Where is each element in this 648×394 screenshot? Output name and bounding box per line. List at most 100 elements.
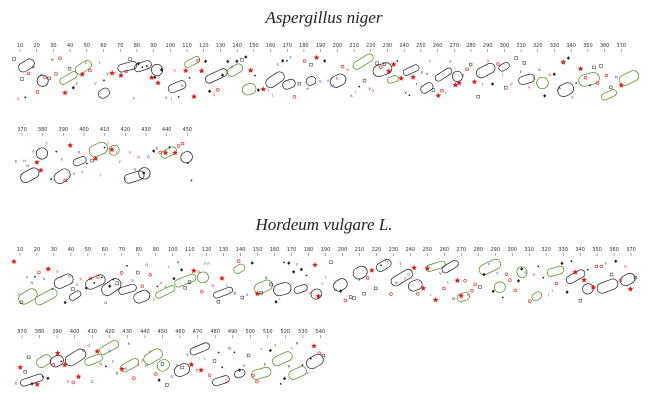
hydrophobic-cluster <box>251 366 272 380</box>
residue-letter: M <box>452 297 455 301</box>
residue-letter: I <box>115 71 116 75</box>
tick-label-hordeum-row1: 110 <box>185 247 195 253</box>
hydrophobic-cluster <box>282 78 296 90</box>
residue-letter: H <box>510 82 513 86</box>
hydrophobic-cluster <box>352 265 368 280</box>
residue-letter: F <box>488 263 490 267</box>
residue-letter: A <box>350 94 353 98</box>
residue-dot <box>589 84 591 87</box>
residue-diamond <box>299 267 303 272</box>
residue-star <box>219 275 225 281</box>
residue-circle <box>416 292 420 296</box>
residue-square <box>609 272 614 277</box>
tick-label-aspergillus-row1: 210 <box>349 43 359 49</box>
residue-circle <box>583 76 588 80</box>
panel-title-aspergillus: Aspergillus niger <box>265 8 383 27</box>
hydrophobic-cluster <box>138 167 151 180</box>
residue-letter: E <box>15 160 18 164</box>
residue-dot <box>186 162 189 165</box>
tick-label-hordeum-row2: 500 <box>245 329 255 335</box>
residue-letter: S <box>246 293 249 297</box>
residue-diamond <box>323 59 327 63</box>
residue-letter: V <box>94 82 97 86</box>
residue-dot <box>126 265 128 267</box>
tick-label-aspergillus-row1: 360 <box>600 43 610 49</box>
tick-label-hordeum-row2: 520 <box>281 329 291 335</box>
residue-diamond <box>207 89 212 94</box>
tick-label-hordeum-row1: 190 <box>321 247 331 253</box>
tick-label-hordeum-row2: 390 <box>52 329 62 335</box>
residue-star <box>247 67 254 73</box>
residue-square <box>362 291 366 296</box>
residue-square <box>12 57 16 61</box>
residue-dot <box>408 94 411 97</box>
residue-star <box>17 364 24 370</box>
residue-letter: T <box>106 142 110 146</box>
tick-label-hordeum-row2: 440 <box>140 329 150 335</box>
residue-star <box>190 267 197 274</box>
residue-letter: G <box>571 95 574 99</box>
residue-dot <box>221 366 224 369</box>
residue-square <box>375 61 379 65</box>
residue-circle <box>132 376 136 380</box>
tick-label-aspergillus-row1: 290 <box>483 43 493 49</box>
residue-letter: E <box>40 73 43 77</box>
residue-letter: V <box>129 151 132 155</box>
tick-label-hordeum-row2: 490 <box>228 329 238 335</box>
hydrophobic-cluster <box>618 70 640 86</box>
residue-circle <box>442 286 446 291</box>
hydrophobic-cluster <box>174 273 197 288</box>
tick-label-hordeum-row2: 510 <box>263 329 273 335</box>
residue-circle <box>513 288 517 293</box>
hydrophobic-cluster <box>390 268 414 287</box>
hydrophobic-cluster <box>536 76 549 90</box>
residue-letter: A <box>177 260 180 264</box>
residue-letter: D <box>116 372 119 376</box>
residue-star <box>452 82 459 88</box>
residue-letter: E <box>156 147 159 151</box>
residue-diamond <box>560 261 564 266</box>
residue-star <box>390 61 397 67</box>
hydrophobic-cluster <box>265 71 285 89</box>
hydrophobic-cluster <box>20 167 40 183</box>
tick-label-hordeum-row1: 120 <box>202 247 212 253</box>
residue-circle <box>251 373 255 378</box>
residue-star <box>172 150 178 156</box>
residue-square <box>348 295 353 299</box>
hydrophobic-cluster <box>498 62 510 72</box>
residue-star <box>385 68 392 74</box>
tick-label-hordeum-row1: 270 <box>457 247 467 253</box>
residue-letter: V <box>327 79 330 83</box>
residue-dot <box>542 276 545 279</box>
residue-letter: L <box>204 356 206 360</box>
residue-letter: A <box>558 86 561 90</box>
residue-circle <box>196 58 200 63</box>
residue-letter: I <box>502 73 503 77</box>
residue-letter: D <box>149 350 152 354</box>
tick-label-hordeum-row1: 150 <box>253 247 263 253</box>
residue-star <box>313 54 320 60</box>
residue-star <box>456 80 462 86</box>
residue-diamond <box>63 300 67 305</box>
residue-circle <box>554 281 559 286</box>
residue-letter: S <box>141 359 144 363</box>
tick-label-aspergillus-row1: 120 <box>199 43 209 49</box>
residue-letter: L <box>226 284 228 288</box>
residue-dot <box>358 85 361 88</box>
residue-letter: H <box>23 159 26 163</box>
residue-diamond <box>226 59 230 64</box>
residue-circle <box>71 380 75 385</box>
residue-star <box>148 74 155 81</box>
residue-letter: T <box>415 82 419 86</box>
residue-star <box>62 89 68 96</box>
tick-label-hordeum-row1: 50 <box>85 247 91 253</box>
residue-letter: A <box>159 282 162 286</box>
residue-square <box>373 286 378 291</box>
hydrophobic-cluster <box>189 342 210 356</box>
tick-label-hordeum-row1: 40 <box>68 247 74 253</box>
residue-square <box>522 61 527 65</box>
residue-letter: L <box>447 281 449 285</box>
residue-square <box>514 56 518 60</box>
hydrophobic-cluster <box>352 53 374 70</box>
hydrophobic-cluster <box>35 147 48 160</box>
